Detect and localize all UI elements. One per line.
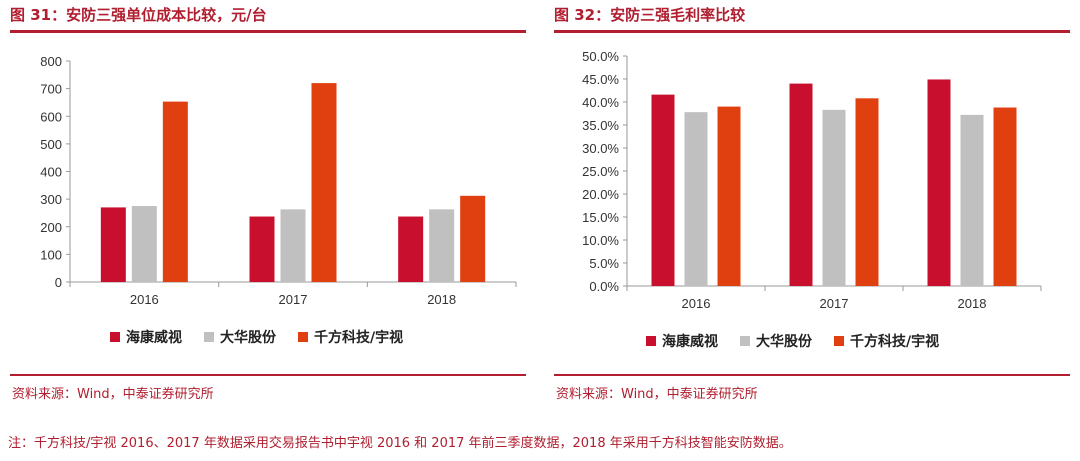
legend-item: 千方科技/宇视 — [298, 327, 403, 347]
y-tick-label: 5.0% — [589, 256, 619, 271]
x-tick-label: 2018 — [958, 296, 987, 311]
x-tick-label: 2016 — [682, 296, 711, 311]
y-tick-label: 200 — [40, 220, 62, 235]
bar-2018-3 — [993, 107, 1017, 287]
bar-2017-1 — [249, 216, 275, 282]
source-divider — [554, 374, 1070, 376]
legend-item: 大华股份 — [740, 331, 812, 351]
legend-item: 千方科技/宇视 — [834, 331, 939, 351]
legend-label: 千方科技/宇视 — [314, 330, 404, 346]
y-tick-label: 0 — [55, 275, 62, 290]
bar-2017-1 — [789, 83, 813, 286]
x-tick-label: 2016 — [130, 292, 159, 307]
bar-2018-1 — [927, 79, 951, 287]
y-tick-label: 700 — [40, 82, 62, 97]
y-tick-label: 600 — [40, 109, 62, 124]
legend-label: 千方科技/宇视 — [850, 334, 940, 350]
bar-2018-2 — [429, 209, 455, 282]
y-tick-label: 40.0% — [582, 95, 619, 110]
bar-2017-3 — [855, 98, 879, 286]
gross-margin-panel: 图 32：安防三强毛利率比较 0.0% 5.0% 10.0% 15.0% 20.0% 25… — [554, 0, 1070, 410]
y-tick-label: 300 — [40, 192, 62, 207]
legend-swatch — [740, 336, 750, 346]
bar-2017-2 — [280, 209, 306, 282]
title-divider — [10, 30, 526, 33]
bar-2016-2 — [684, 112, 708, 287]
unit-cost-source: 资料来源：Wind，中泰证券研究所 — [12, 387, 214, 402]
x-tick-label: 2018 — [427, 292, 456, 307]
unit-cost-legend: 海康威视 大华股份 千方科技/宇视 — [110, 327, 403, 347]
legend-item: 大华股份 — [204, 327, 276, 347]
gross-margin-chart: 0.0% 5.0% 10.0% 15.0% 20.0% 25.0% 30.0% 35.0% 40… — [582, 49, 1042, 311]
y-tick-label: 45.0% — [582, 72, 619, 87]
bar-2016-3 — [717, 106, 741, 286]
bar-2018-2 — [960, 114, 984, 286]
title-divider — [554, 30, 1070, 33]
y-tick-label: 50.0% — [582, 49, 619, 64]
y-tick-label: 15.0% — [582, 210, 619, 225]
bar-2016-1 — [100, 207, 126, 282]
legend-label: 大华股份 — [756, 334, 812, 350]
bar-2016-1 — [651, 94, 675, 286]
legend-item: 海康威视 — [646, 331, 718, 351]
legend-swatch — [110, 332, 120, 342]
x-tick-label: 2017 — [279, 292, 308, 307]
gross-margin-title: 图 32：安防三强毛利率比较 — [554, 6, 746, 24]
legend-item: 海康威视 — [110, 327, 182, 347]
bar-2018-1 — [398, 216, 424, 282]
legend-swatch — [204, 332, 214, 342]
footnote: 注：千方科技/宇视 2016、2017 年数据采用交易报告书中宇视 2016 和… — [8, 436, 792, 451]
bar-2016-2 — [131, 206, 157, 282]
unit-cost-chart: 0 100 200 300 400 500 600 700 800 2016 2017 2018 — [40, 54, 517, 307]
y-tick-label: 500 — [40, 137, 62, 152]
bar-2017-2 — [822, 109, 846, 286]
legend-label: 海康威视 — [662, 334, 718, 350]
y-tick-label: 30.0% — [582, 141, 619, 156]
x-tick-label: 2017 — [820, 296, 849, 311]
y-tick-label: 20.0% — [582, 187, 619, 202]
y-tick-label: 10.0% — [582, 233, 619, 248]
y-tick-label: 0.0% — [589, 279, 619, 294]
y-tick-label: 25.0% — [582, 164, 619, 179]
bar-2017-3 — [311, 83, 337, 282]
legend-label: 大华股份 — [220, 330, 276, 346]
source-divider — [10, 374, 526, 376]
y-tick-label: 400 — [40, 165, 62, 180]
y-tick-label: 100 — [40, 247, 62, 262]
bar-2016-3 — [162, 101, 188, 282]
gross-margin-source: 资料来源：Wind，中泰证券研究所 — [556, 387, 758, 402]
unit-cost-panel: 图 31：安防三强单位成本比较，元/台 0 100 200 300 400 500 600 7… — [10, 0, 526, 410]
y-tick-label: 800 — [40, 54, 62, 69]
unit-cost-title: 图 31：安防三强单位成本比较，元/台 — [10, 6, 267, 24]
legend-swatch — [834, 336, 844, 346]
legend-swatch — [646, 336, 656, 346]
legend-label: 海康威视 — [126, 330, 182, 346]
y-tick-label: 35.0% — [582, 118, 619, 133]
bar-2018-3 — [460, 195, 486, 282]
legend-swatch — [298, 332, 308, 342]
gross-margin-legend: 海康威视 大华股份 千方科技/宇视 — [646, 331, 939, 351]
